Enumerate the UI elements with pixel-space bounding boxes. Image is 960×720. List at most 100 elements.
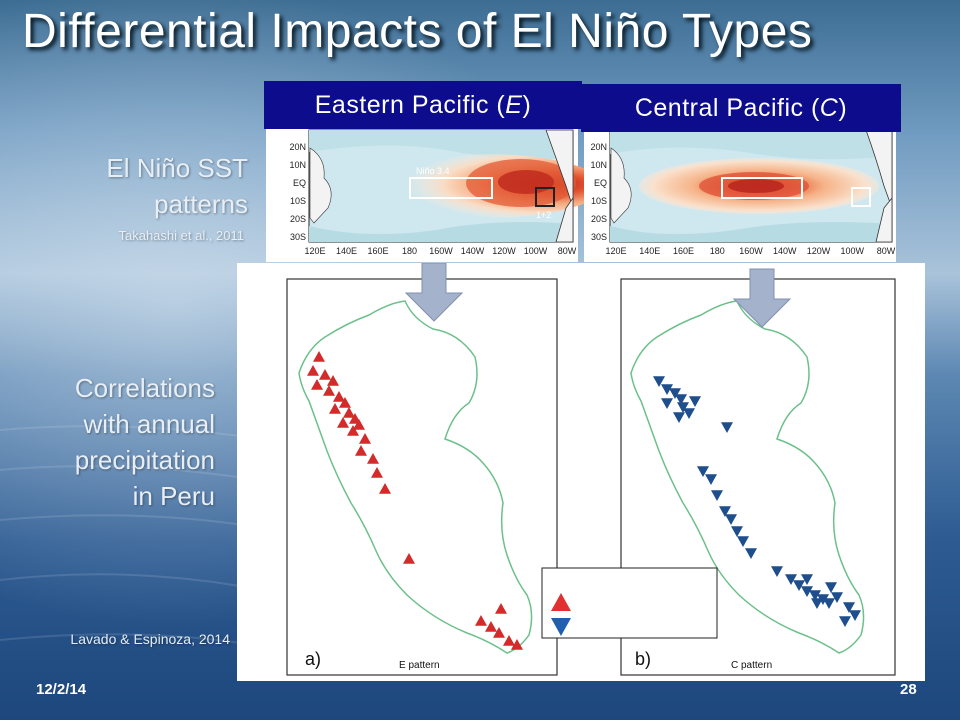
- lon-tick-label: 160E: [367, 246, 388, 256]
- lon-tick-label: 120W: [807, 246, 831, 256]
- negative-correlation-marker: [669, 388, 681, 399]
- negative-correlation-marker: [801, 574, 813, 585]
- tab-central-letter: C: [819, 93, 839, 122]
- lon-tick-label: 160E: [673, 246, 694, 256]
- lon-ticks-eastern: 120E 140E 160E 180 160W 140W 120W 100W 80W: [304, 246, 576, 256]
- negative-correlation-marker: [705, 474, 717, 485]
- lon-tick-label: 100W: [840, 246, 864, 256]
- negative-correlation-marker: [677, 402, 689, 413]
- lat-tick-label: 10S: [591, 196, 607, 206]
- lon-tick-label: 180: [402, 246, 417, 256]
- peru-outline-b: [630, 300, 865, 654]
- positive-correlation-marker: [313, 351, 325, 362]
- positive-correlation-marker: [353, 419, 365, 430]
- lon-tick-label: 180: [710, 246, 725, 256]
- lat-tick-label: EQ: [594, 178, 607, 188]
- down-arrow-icon: [732, 268, 792, 328]
- sst-citation: Takahashi et al., 2011: [118, 228, 244, 243]
- positive-correlation-marker: [359, 433, 371, 444]
- lon-ticks-central: 120E 140E 160E 180 160W 140W 120W 100W 80W: [605, 246, 895, 256]
- tab-eastern-pacific: Eastern Pacific (E): [264, 81, 582, 129]
- panel-b-letter: b): [635, 649, 651, 669]
- legend-up-triangle: [551, 593, 571, 611]
- peru-outline-a: [298, 300, 533, 654]
- negative-correlation-marker: [689, 396, 701, 407]
- sst-map-central: 20N 10N EQ 10S 20S 30S 120E 140E 160E 180 160W 140…: [584, 128, 896, 262]
- legend-down-triangle: [551, 618, 571, 636]
- positive-correlation-marker: [327, 375, 339, 386]
- negative-correlation-marker: [697, 466, 709, 477]
- lat-tick-label: 20N: [289, 142, 306, 152]
- positive-correlation-marker: [307, 365, 319, 376]
- negative-correlation-marker: [831, 592, 843, 603]
- lon-tick-label: 120W: [492, 246, 516, 256]
- tab-eastern-label: Eastern Pacific (: [314, 90, 506, 119]
- negative-correlation-marker: [801, 586, 813, 597]
- positive-correlation-marker: [343, 407, 355, 418]
- negative-correlation-marker: [661, 384, 673, 395]
- negative-correlation-marker: [849, 610, 861, 621]
- panel-b-pattern: C pattern: [731, 660, 772, 671]
- panel-b-markers: [653, 376, 861, 627]
- positive-correlation-marker: [379, 483, 391, 494]
- negative-correlation-marker: [817, 594, 829, 605]
- lat-tick-label: 20N: [590, 142, 607, 152]
- positive-correlation-marker: [329, 403, 341, 414]
- peru-map-panel-a: a) E pattern: [286, 278, 558, 676]
- lat-tick-label: 10N: [590, 160, 607, 170]
- lon-tick-label: 80W: [558, 246, 577, 256]
- lon-tick-label: 140W: [461, 246, 485, 256]
- positive-correlation-marker: [319, 369, 331, 380]
- slide-title: Differential Impacts of El Niño Types: [22, 5, 813, 58]
- negative-correlation-marker: [811, 598, 823, 609]
- lon-tick-label: 160W: [429, 246, 453, 256]
- positive-correlation-marker: [475, 615, 487, 626]
- positive-correlation-marker: [323, 385, 335, 396]
- lat-tick-label: 10N: [289, 160, 306, 170]
- down-arrow-icon: [404, 263, 464, 322]
- lat-ticks-eastern: 20N 10N EQ 10S 20S 30S: [289, 142, 306, 242]
- positive-correlation-marker: [371, 467, 383, 478]
- sst-label-line2: patterns: [154, 189, 248, 219]
- negative-correlation-marker: [675, 394, 687, 405]
- positive-correlation-marker: [403, 553, 415, 564]
- correlations-label: Correlations with annual precipitation i…: [75, 370, 215, 514]
- lat-tick-label: 30S: [290, 232, 306, 242]
- tab-central-label: Central Pacific (: [634, 93, 820, 122]
- negative-correlation-marker: [711, 490, 723, 501]
- corr-label-line4: in Peru: [132, 481, 215, 511]
- lon-tick-label: 140W: [773, 246, 797, 256]
- lon-tick-label: 120E: [304, 246, 325, 256]
- positive-correlation-marker: [493, 627, 505, 638]
- negative-correlation-marker: [725, 514, 737, 525]
- negative-correlation-marker: [653, 376, 665, 387]
- negative-correlation-marker: [771, 566, 783, 577]
- nino12-label: 1+2: [536, 210, 551, 220]
- lat-tick-label: 30S: [591, 232, 607, 242]
- positive-correlation-marker: [347, 425, 359, 436]
- lon-tick-label: 140E: [639, 246, 660, 256]
- footer-date: 12/2/14: [36, 681, 87, 698]
- positive-correlation-marker: [311, 379, 323, 390]
- negative-correlation-marker: [731, 526, 743, 537]
- negative-correlation-marker: [793, 580, 805, 591]
- page-number: 28: [900, 681, 917, 698]
- positive-correlation-marker: [355, 445, 367, 456]
- positive-correlation-marker: [339, 397, 351, 408]
- negative-correlation-marker: [673, 412, 685, 423]
- panel-a-pattern: E pattern: [399, 660, 440, 671]
- tab-eastern-close: ): [522, 90, 532, 119]
- negative-correlation-marker: [843, 602, 855, 613]
- panel-a-letter: a): [305, 649, 321, 669]
- nino34-label: Niño 3.4: [416, 166, 450, 176]
- negative-correlation-marker: [737, 536, 749, 547]
- lat-tick-label: EQ: [293, 178, 306, 188]
- negative-correlation-marker: [683, 408, 695, 419]
- negative-correlation-marker: [823, 598, 835, 609]
- lon-tick-label: 80W: [877, 246, 896, 256]
- sst-patterns-label: El Niño SST patterns: [106, 150, 248, 222]
- positive-correlation-marker: [333, 391, 345, 402]
- negative-correlation-marker: [721, 422, 733, 433]
- negative-correlation-marker: [839, 616, 851, 627]
- negative-correlation-marker: [809, 590, 821, 601]
